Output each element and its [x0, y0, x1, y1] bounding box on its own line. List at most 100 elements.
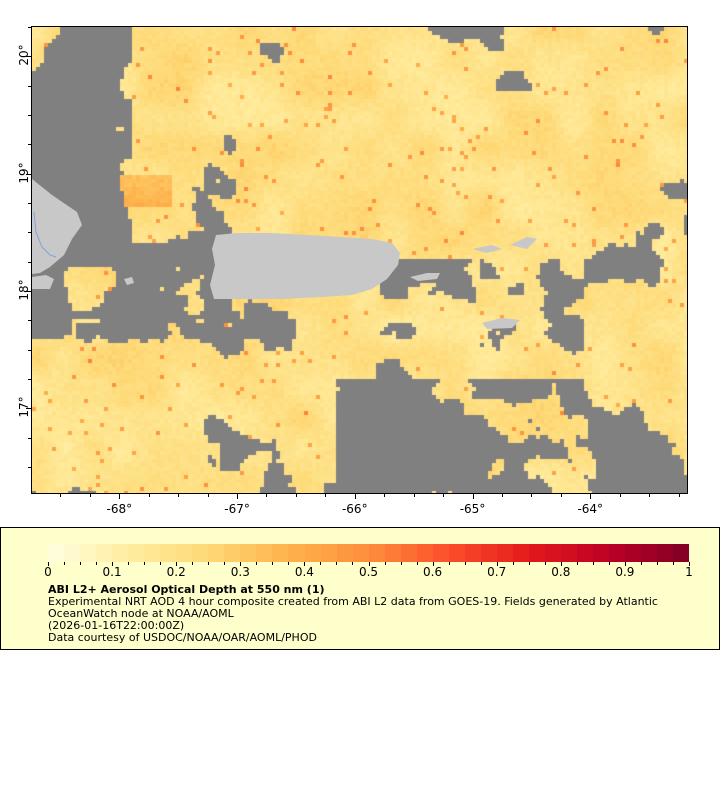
hispaniola-west-land — [32, 275, 54, 289]
colorbar-segment — [240, 544, 257, 562]
colorbar-tick-mark — [272, 562, 274, 565]
colorbar-tick-label: 0 — [44, 565, 52, 579]
lon-minor-tick — [148, 494, 150, 497]
colorbar-segment — [609, 544, 626, 562]
colorbar-tick-label: 0.7 — [487, 565, 507, 579]
colorbar-segment — [448, 544, 465, 562]
colorbar-segment — [480, 544, 497, 562]
colorbar-segment — [272, 544, 289, 562]
colorbar-tick-mark — [496, 562, 498, 566]
colorbar-segment — [192, 544, 209, 562]
colorbar-tick-mark — [48, 562, 49, 566]
lon-tick-label: -68° — [106, 502, 133, 516]
vieques-land — [410, 273, 440, 281]
colorbar-segment — [304, 544, 321, 562]
colorbar-segment — [657, 544, 674, 562]
lat-minor-tick — [28, 349, 31, 351]
colorbar-segment — [112, 544, 129, 562]
lat-tick-label: 20° — [17, 44, 31, 67]
colorbar-tick-mark — [128, 562, 130, 565]
colorbar-tick-mark — [592, 562, 594, 565]
river — [33, 211, 57, 258]
colorbar-tick-mark — [576, 562, 578, 565]
legend-panel: 0 0.1 0.2 0.3 0.4 0.5 0.6 0.7 0.8 0.9 1 ABI L2+ Ae… — [0, 527, 720, 650]
lat-minor-tick — [28, 379, 31, 381]
lon-tick — [590, 494, 592, 499]
colorbar-tick-mark — [432, 562, 434, 566]
st-croix-land — [482, 318, 520, 329]
colorbar-tick-mark — [160, 562, 162, 565]
colorbar-segment — [512, 544, 529, 562]
lat-tick — [26, 56, 31, 58]
colorbar-segment — [288, 544, 305, 562]
colorbar-tick-mark — [352, 562, 354, 565]
mona-land — [124, 277, 134, 285]
colorbar-segment — [384, 544, 401, 562]
lat-minor-tick — [28, 203, 31, 205]
lon-minor-tick — [413, 494, 415, 497]
colorbar-tick-label: 0.5 — [358, 565, 379, 579]
colorbar-tick-mark — [336, 562, 338, 565]
lat-minor-tick — [28, 232, 31, 234]
colorbar-segment — [673, 544, 690, 562]
colorbar-tick-mark — [144, 562, 146, 565]
lon-minor-tick — [501, 494, 503, 497]
colorbar-segment — [160, 544, 177, 562]
colorbar-tick-mark — [464, 562, 466, 565]
lat-minor-tick — [28, 144, 31, 146]
legend-description: Experimental NRT AOD 4 hour composite cr… — [48, 595, 658, 620]
colorbar-tick-label: 0.8 — [551, 565, 571, 579]
lon-tick — [472, 494, 474, 499]
lon-minor-tick — [178, 494, 180, 497]
lat-minor-tick — [28, 27, 31, 29]
lat-minor-tick — [28, 261, 31, 263]
colorbar-tick-mark — [640, 562, 642, 565]
lon-minor-tick — [560, 494, 562, 497]
lat-minor-tick — [28, 85, 31, 87]
colorbar-tick-mark — [544, 562, 546, 565]
lon-minor-tick — [384, 494, 386, 497]
lon-minor-tick — [443, 494, 445, 497]
colorbar-tick-mark — [512, 562, 514, 565]
colorbar-segment — [641, 544, 658, 562]
lat-tick-label: 19° — [17, 162, 31, 184]
lon-tick-label: -64° — [577, 502, 604, 516]
lon-minor-tick — [266, 494, 268, 497]
aod-map[interactable] — [31, 26, 688, 494]
colorbar-segment — [64, 544, 81, 562]
colorbar-tick-mark — [224, 562, 226, 565]
colorbar-segment — [625, 544, 642, 562]
colorbar-segment — [416, 544, 433, 562]
colorbar-segment — [128, 544, 145, 562]
colorbar-tick-mark — [384, 562, 386, 565]
lon-minor-tick — [678, 494, 680, 497]
colorbar-tick-mark — [672, 562, 674, 565]
lon-tick-label: -67° — [224, 502, 250, 516]
colorbar-tick-mark — [176, 562, 178, 566]
colorbar-segment — [96, 544, 113, 562]
lat-tick — [26, 291, 31, 293]
lat-minor-tick — [28, 437, 31, 439]
colorbar-segment — [577, 544, 594, 562]
lon-minor-tick — [531, 494, 533, 497]
colorbar-tick-mark — [480, 562, 482, 565]
colorbar-tick-label: 0.3 — [230, 565, 250, 579]
colorbar-segment — [176, 544, 193, 562]
culebra-land — [472, 245, 502, 253]
colorbar-tick-mark — [560, 562, 562, 566]
lat-tick — [26, 408, 31, 410]
lat-tick-label: 17° — [17, 396, 31, 419]
colorbar-tick-label: 0.2 — [166, 565, 186, 579]
colorbar-tick-label: 0.1 — [102, 565, 122, 579]
colorbar-segment — [224, 544, 241, 562]
colorbar-tick-mark — [80, 562, 82, 565]
legend-credit: Data courtesy of USDOC/NOAA/OAR/AOML/PHO… — [48, 631, 317, 644]
lat-minor-tick — [28, 467, 31, 469]
colorbar-tick-mark — [192, 562, 194, 565]
lon-tick — [119, 494, 121, 499]
virgin-islands-land — [510, 237, 537, 249]
colorbar-segment — [496, 544, 513, 562]
colorbar-segment — [593, 544, 610, 562]
colorbar-tick-mark — [656, 562, 658, 565]
colorbar-segment — [352, 544, 369, 562]
